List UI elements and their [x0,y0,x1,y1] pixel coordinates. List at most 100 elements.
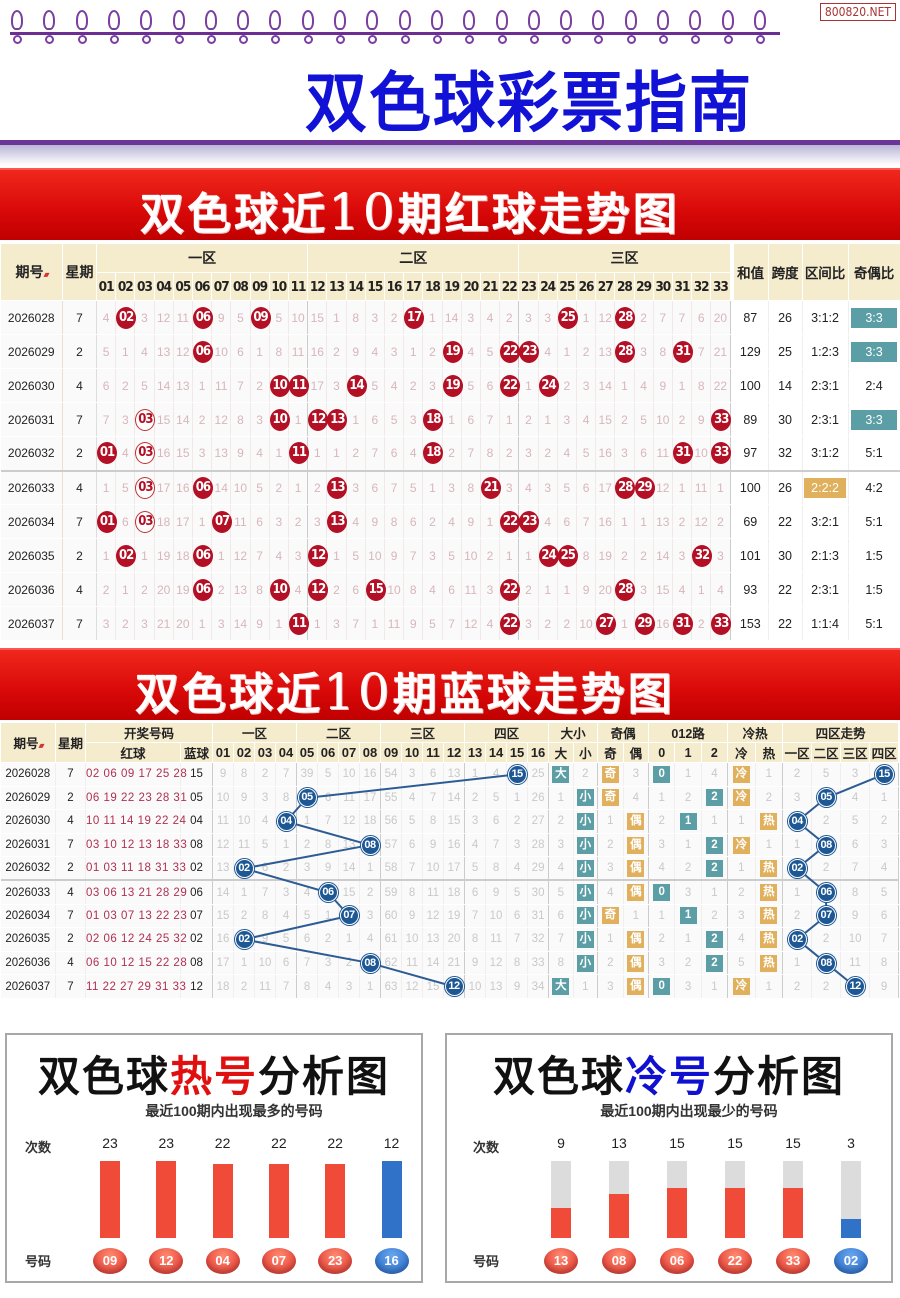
number-header: 11 [422,742,445,763]
zone-ratio-cell: 2:3:1 [802,572,849,607]
sort-icon[interactable]: ▴▾ [43,270,49,279]
omission-cell: 28 [614,300,636,335]
omission-cell: 8 [691,368,712,403]
omission-cell: 1 [518,368,539,403]
omission-cell: 7 [254,879,277,905]
zone-ratio-cell: 3:1:2 [802,436,849,471]
temp-cell: 1 [727,809,756,834]
omission-cell: 17 [307,368,328,403]
zone-trend-cell: 10 [840,927,871,952]
omission-cell: 1 [403,334,424,369]
omission-cell: 2 [317,927,340,952]
omission-cell: 1 [317,904,340,929]
spiral-ring-icon [107,8,121,48]
stat-header: 跨度 [767,243,803,301]
temp-cell: 热 [755,856,784,881]
omission-cell: 1 [614,504,635,539]
bar-column: 15 33 [773,1135,813,1275]
omission-cell: 1 [672,368,693,403]
omission-cell: 11 [288,368,309,403]
omission-cell: 3 [506,833,529,858]
omission-cell: 1 [710,469,731,505]
zone-ratio-cell: 2:2:2 [802,469,849,505]
omission-cell: 3 [480,572,501,607]
omission-cell: 15 [338,879,361,905]
omission-cell: 4 [538,504,558,539]
road-cell: 2 [648,927,676,952]
bar-column: 13 08 [599,1135,639,1275]
omission-cell: 3 [422,538,443,573]
omission-cell: 14 [338,856,361,881]
number-header: 07 [338,742,361,763]
ring-hole [529,35,539,44]
omission-cell: 1 [442,402,462,437]
omission-cell: 2 [557,368,577,403]
number-header: 14 [485,742,508,763]
omission-cell: 31 [672,334,693,369]
omission-cell: 2 [538,606,558,641]
chart-subtitle: 最近100期内出现最多的号码 [145,1103,323,1119]
omission-cell: 9 [691,402,712,437]
omission-cell: 11 [691,469,712,505]
parity-cell: 1 [623,904,650,929]
omission-cell: 14 [422,951,445,976]
spiral-ring-icon [301,8,315,48]
omission-cell: 10 [230,469,251,505]
ring-loop [430,10,443,30]
omission-cell: 2 [422,334,443,369]
omission-cell: 3 [192,436,213,471]
omission-cell: 10 [401,927,424,952]
spiral-ring-icon [688,8,702,48]
omission-cell: 27 [527,809,550,834]
bar-fill [609,1194,629,1238]
road-header: 012路 [648,722,729,743]
ring-loop [366,10,379,30]
chart-title: 双色球冷号分析图 [447,1043,891,1104]
zone-trend-cell: 5 [811,762,842,787]
zone-trend-cell: 5 [869,879,900,905]
number-header: 05 [172,272,193,301]
parity-header: 奇偶 [597,722,650,743]
omission-cell: 6 [384,436,405,471]
red-ball-hit: 14 [346,374,367,397]
spiral-ring-icon [656,8,670,48]
omission-cell: 3 [365,300,385,335]
sort-icon[interactable]: ▴▾ [38,741,44,750]
ring-loop [204,10,217,30]
omission-cell: 12 [691,504,712,539]
red-balls-cell: 01 03 11 18 31 33 [85,856,186,881]
temp-cell: 1 [755,833,784,858]
omission-cell: 32 [527,927,550,952]
sum-cell: 129 [733,334,769,369]
temp-cell: 热 [755,951,784,976]
bar-count-label: 12 [383,1135,400,1151]
omission-cell: 1 [691,572,712,607]
indicator-tag: 热 [760,930,778,948]
omission-cell: 3 [518,300,539,335]
indicator-tag: 热 [760,812,778,830]
red-ball-hit: 13 [327,408,348,431]
omission-cell: 1 [422,300,443,335]
weekday-cell: 7 [55,974,86,999]
omission-cell: 2 [518,572,539,607]
bar-count-label: 15 [669,1135,685,1151]
omission-cell: 4 [134,334,155,369]
weekday-cell: 7 [55,833,86,858]
omission-cell: 22 [499,334,521,369]
omission-cell: 13 [326,402,348,437]
indicator-tag: 偶 [627,884,645,902]
odd-even-highlight: 3:3 [851,341,898,362]
omission-cell: 2 [96,572,117,607]
parity-cell: 1 [597,809,624,834]
omission-cell: 1 [672,469,693,505]
omission-cell: 11 [288,606,309,641]
blue-ball-hit: 02 [787,929,807,949]
omission-cell: 10 [485,904,508,929]
omission-cell: 18 [422,402,444,437]
parity-cell: 1 [597,927,624,952]
zone-trend-cell: 5 [840,809,871,834]
red-balls-cell: 06 19 22 23 28 31 [85,786,187,811]
gap [730,402,734,437]
omission-cell: 21 [480,469,501,505]
omission-cell: 8 [464,927,487,952]
